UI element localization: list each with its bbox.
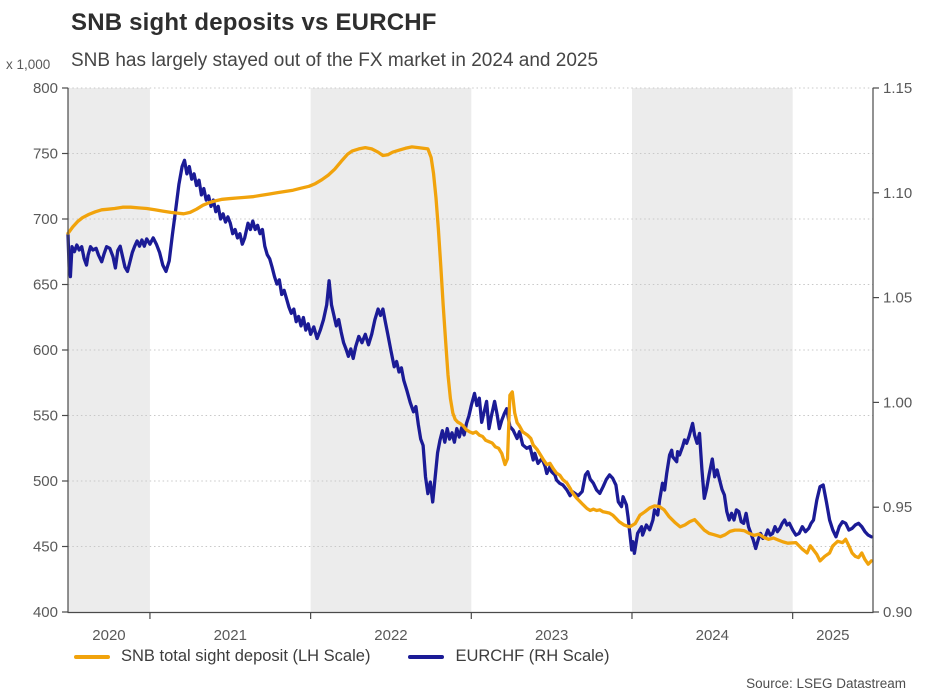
svg-text:0.95: 0.95 <box>883 499 912 516</box>
gridlines <box>68 87 873 547</box>
legend-label-snb: SNB total sight deposit (LH Scale) <box>121 647 371 665</box>
svg-text:2021: 2021 <box>214 627 247 644</box>
right-axis-ticks: 0.90 0.95 1.00 1.05 1.10 1.15 <box>873 80 912 621</box>
svg-text:2025: 2025 <box>816 627 849 644</box>
x-axis-ticks <box>149 612 794 619</box>
left-axis-ticks: 400 450 500 550 600 650 700 750 800 <box>33 80 68 621</box>
svg-text:450: 450 <box>33 539 58 556</box>
svg-text:700: 700 <box>33 211 58 228</box>
legend-label-eurchf: EURCHF (RH Scale) <box>455 647 610 665</box>
svg-text:750: 750 <box>33 146 58 163</box>
left-axis-unit-label: x 1,000 <box>6 57 51 72</box>
source-note: Source: LSEG Datastream <box>746 676 906 691</box>
eurchf-series-swatch <box>408 654 445 659</box>
x-axis-year-labels: 2020 2021 2022 2023 2024 2025 <box>92 627 849 644</box>
svg-text:2020: 2020 <box>92 627 125 644</box>
svg-text:650: 650 <box>33 277 58 294</box>
svg-text:1.15: 1.15 <box>883 80 912 97</box>
svg-text:800: 800 <box>33 80 58 97</box>
svg-text:600: 600 <box>33 342 58 359</box>
legend-item-snb: SNB total sight deposit (LH Scale) <box>74 647 370 666</box>
series-lines <box>66 145 874 566</box>
svg-text:1.10: 1.10 <box>883 185 912 202</box>
svg-text:2022: 2022 <box>374 627 407 644</box>
svg-text:400: 400 <box>33 604 58 621</box>
snb-series-swatch <box>74 654 110 659</box>
svg-text:1.05: 1.05 <box>883 290 912 307</box>
svg-text:550: 550 <box>33 408 58 425</box>
svg-text:2024: 2024 <box>696 627 729 644</box>
svg-text:1.00: 1.00 <box>883 394 912 411</box>
chart-subtitle: SNB has largely stayed out of the FX mar… <box>71 50 599 71</box>
legend-item-eurchf: EURCHF (RH Scale) <box>408 647 609 666</box>
svg-text:500: 500 <box>33 473 58 490</box>
chart-title: SNB sight deposits vs EURCHF <box>71 9 437 36</box>
snb-deposits-line <box>66 145 874 566</box>
svg-text:2023: 2023 <box>535 627 568 644</box>
svg-text:0.90: 0.90 <box>883 604 912 621</box>
legend: SNB total sight deposit (LH Scale) EURCH… <box>74 647 609 666</box>
eurchf-line <box>66 158 874 555</box>
